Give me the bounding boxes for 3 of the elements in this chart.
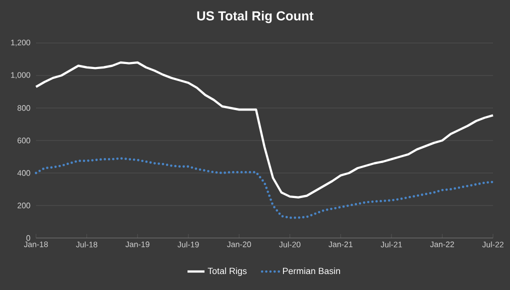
chart-title: US Total Rig Count	[197, 10, 314, 24]
legend-label: Total Rigs	[208, 268, 247, 276]
legend-label: Permian Basin	[283, 268, 340, 274]
